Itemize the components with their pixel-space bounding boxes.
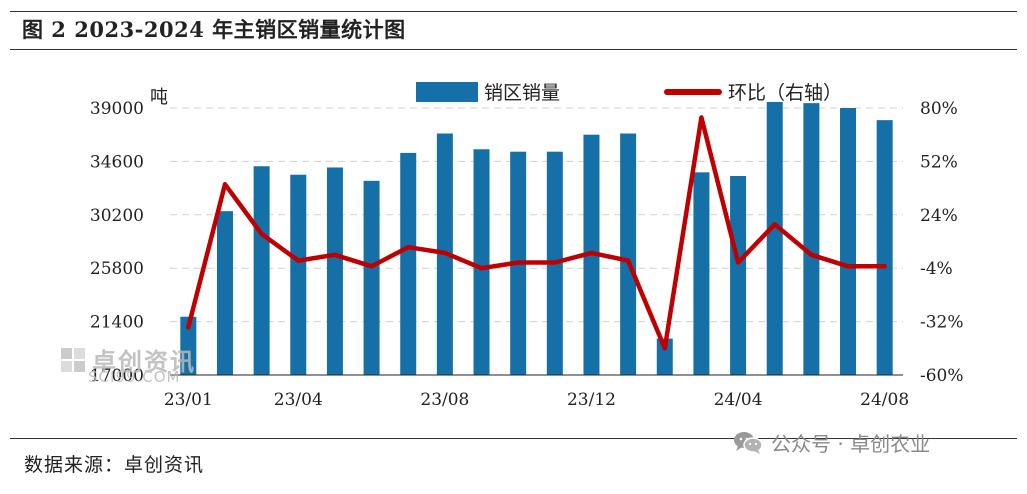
line-point	[845, 264, 851, 269]
line-point	[552, 260, 558, 265]
legend-line-swatch	[664, 88, 722, 95]
bar	[363, 180, 380, 375]
bar	[876, 120, 893, 376]
line-point	[186, 325, 191, 330]
line-point	[515, 260, 521, 265]
line-point	[406, 245, 411, 250]
line-point	[625, 258, 631, 263]
line-point	[809, 252, 814, 258]
title-rule	[10, 49, 1017, 50]
figure-title: 图 2 2023-2024 年主销区销量统计图	[22, 17, 406, 42]
line-point	[442, 250, 448, 256]
bar	[693, 172, 710, 375]
y-right-tick-label: 80%	[920, 99, 958, 119]
legend-bar-swatch	[416, 81, 478, 102]
bar	[326, 167, 343, 375]
line-point	[662, 346, 667, 351]
bar	[400, 152, 417, 375]
line-point	[479, 266, 484, 271]
x-tick-label: 23/04	[274, 390, 323, 410]
x-tick-label: 24/04	[714, 390, 763, 410]
bottom-rule	[10, 438, 1017, 439]
legend-line-label: 环比（右轴）	[728, 82, 843, 104]
bar	[216, 211, 233, 375]
x-tick-label: 23/08	[420, 390, 469, 410]
x-tick-label: 23/12	[567, 390, 616, 410]
bar	[620, 133, 637, 375]
y-left-tick-label: 30200	[90, 206, 144, 226]
y-right-tick-label: 24%	[920, 206, 958, 226]
y-left-tick-label: 39000	[90, 99, 144, 119]
line-point	[735, 260, 741, 265]
bar	[253, 166, 270, 375]
y-left-unit-label: 吨	[150, 87, 168, 108]
wechat-badge: 公众号 · 卓创农业	[733, 428, 930, 457]
line-point	[296, 258, 301, 263]
watermark-name: 卓创资讯	[92, 348, 196, 376]
y-left-tick-label: 25800	[90, 259, 144, 279]
bar	[656, 338, 673, 375]
top-rule	[10, 11, 1017, 12]
y-right-tick-label: -32%	[920, 313, 964, 333]
line-point	[222, 182, 228, 187]
y-left-tick-label: 21400	[90, 313, 144, 333]
line-point	[332, 252, 338, 258]
legend-line-entry: 环比（右轴）	[664, 78, 842, 105]
bar	[180, 316, 197, 375]
y-right-tick-label: -4%	[920, 259, 953, 279]
x-tick-label: 23/01	[164, 390, 213, 410]
bar	[766, 101, 783, 375]
line-point	[369, 264, 374, 269]
line-point	[772, 222, 777, 227]
bar	[840, 108, 857, 375]
bar	[803, 103, 820, 376]
wechat-icon	[734, 431, 763, 454]
bar	[290, 174, 307, 375]
bar	[473, 149, 490, 375]
line-point	[589, 250, 594, 256]
x-tick-label: 24/08	[860, 390, 909, 410]
watermark-url: SCI99.COM	[88, 368, 181, 386]
bar	[730, 175, 747, 375]
y-right-tick-label: 52%	[920, 152, 958, 172]
line-point	[699, 115, 704, 120]
line-series-mom	[186, 115, 887, 351]
source-note: 数据来源：卓创资讯	[24, 454, 205, 476]
legend-bar-label: 销区销量	[484, 82, 561, 104]
line-point	[882, 264, 887, 269]
legend-bar-entry: 销区销量	[416, 78, 560, 105]
y-left-tick-label: 17000	[90, 366, 144, 386]
y-left-tick-label: 34600	[90, 152, 144, 172]
wechat-account: 公众号 · 卓创农业	[771, 432, 931, 456]
line-point	[259, 231, 264, 237]
y-right-tick-label: -60%	[920, 366, 964, 386]
watermark: 卓创资讯 SCI99.COM	[60, 342, 196, 386]
watermark-logo-icon	[61, 347, 85, 372]
